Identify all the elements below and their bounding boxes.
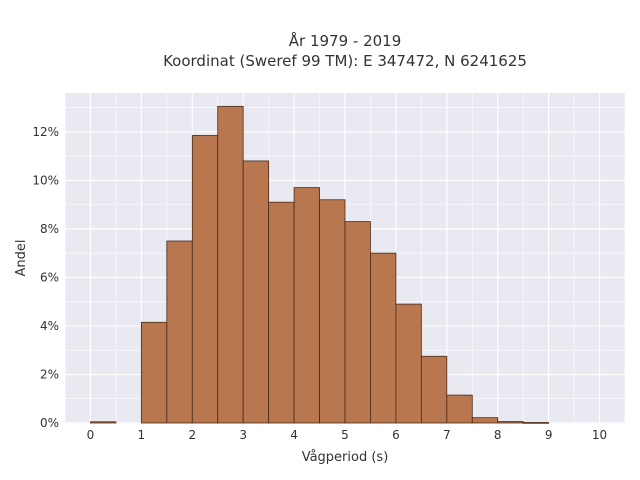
histogram-bar: [166, 240, 193, 424]
x-tick-label: 1: [138, 428, 146, 442]
y-tick-label: 0%: [40, 416, 59, 430]
chart-title: År 1979 - 2019: [289, 31, 402, 50]
histogram-bar: [522, 422, 550, 424]
y-tick-label: 8%: [40, 222, 59, 236]
histogram-bar: [140, 321, 168, 424]
y-axis-label: Andel: [14, 240, 29, 277]
histogram-bar: [370, 252, 397, 424]
y-tick-label: 10%: [32, 173, 59, 187]
x-tick-label: 10: [592, 428, 607, 442]
bars: [90, 105, 550, 424]
histogram-bar: [319, 199, 346, 424]
y-tick-label: 12%: [32, 125, 59, 139]
histogram-bar: [395, 303, 422, 424]
histogram-bar: [191, 135, 219, 424]
x-tick-label: 3: [239, 428, 247, 442]
x-tick-label: 6: [392, 428, 400, 442]
chart-subtitle: Koordinat (Sweref 99 TM): E 347472, N 62…: [163, 52, 527, 70]
x-tick-label: 4: [290, 428, 298, 442]
x-tick-label: 2: [188, 428, 196, 442]
y-tick-label: 6%: [40, 270, 59, 284]
y-tick-label: 4%: [40, 319, 59, 333]
x-axis-label: Vågperiod (s): [302, 450, 389, 465]
x-tick-label: 0: [87, 428, 95, 442]
x-tick-label: 9: [545, 428, 553, 442]
y-tick-label: 2%: [40, 367, 59, 381]
histogram-bar: [497, 421, 524, 424]
histogram-bar: [344, 221, 371, 424]
histogram-bar: [420, 355, 448, 424]
x-tick-label: 5: [341, 428, 349, 442]
histogram-bar: [471, 417, 499, 424]
histogram-bar: [293, 187, 320, 424]
x-tick-label: 7: [443, 428, 451, 442]
histogram-bar: [90, 421, 117, 424]
histogram-bar: [268, 201, 295, 424]
x-tick-label: 8: [494, 428, 502, 442]
histogram-bar: [217, 105, 244, 424]
histogram-bar: [242, 160, 270, 424]
tick-labels: 0 1 2 3 4 5 6 7 8 9 10 0% 2% 4% 6% 8% 10% 12%: [32, 125, 607, 442]
histogram-bar: [446, 394, 473, 424]
